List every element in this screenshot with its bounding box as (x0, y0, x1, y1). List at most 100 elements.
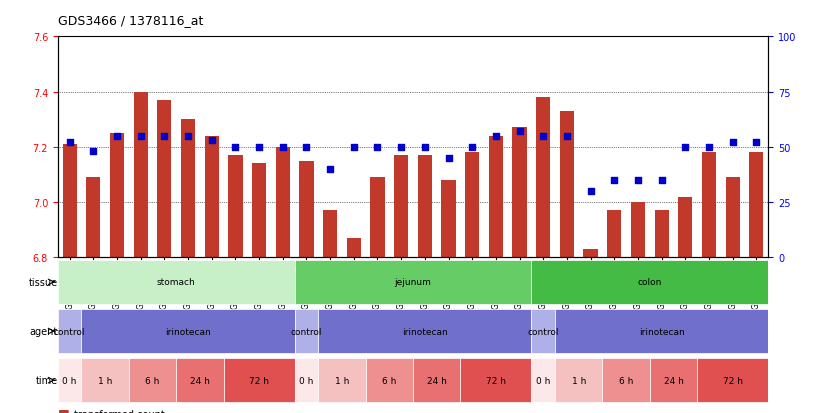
Point (418, 144, 431, 151)
Bar (110, 134, 124, 258)
Point (442, 155, 455, 162)
FancyBboxPatch shape (318, 358, 366, 402)
Bar (725, 178, 740, 258)
Text: 6 h: 6 h (619, 376, 634, 385)
Bar (276, 147, 290, 258)
Text: jejunum: jejunum (395, 278, 431, 287)
Bar (607, 211, 621, 258)
FancyBboxPatch shape (531, 260, 768, 304)
Text: 72 h: 72 h (723, 376, 743, 385)
FancyBboxPatch shape (58, 309, 82, 353)
FancyBboxPatch shape (531, 358, 555, 402)
Text: 24 h: 24 h (663, 376, 683, 385)
Bar (560, 112, 574, 258)
Text: 6 h: 6 h (145, 376, 159, 385)
Point (229, 144, 242, 151)
Text: 1 h: 1 h (572, 376, 586, 385)
Point (253, 144, 266, 151)
Point (134, 133, 147, 140)
Point (395, 144, 408, 151)
Text: colon: colon (638, 278, 662, 287)
Bar (678, 197, 692, 258)
FancyBboxPatch shape (58, 358, 82, 402)
Point (158, 133, 171, 140)
FancyBboxPatch shape (295, 309, 318, 353)
Bar (252, 164, 266, 258)
FancyBboxPatch shape (224, 358, 295, 402)
Bar (418, 156, 432, 258)
Bar (394, 156, 408, 258)
Point (726, 140, 739, 146)
Text: irinotecan: irinotecan (165, 327, 211, 336)
Point (87, 149, 100, 155)
Bar (181, 120, 195, 258)
Text: 24 h: 24 h (427, 376, 447, 385)
FancyBboxPatch shape (555, 309, 768, 353)
Text: 6 h: 6 h (382, 376, 396, 385)
Point (182, 133, 195, 140)
Point (347, 144, 360, 151)
Bar (347, 238, 361, 258)
FancyBboxPatch shape (413, 358, 460, 402)
Point (63, 140, 76, 146)
Bar (512, 128, 527, 258)
Text: 72 h: 72 h (249, 376, 269, 385)
Text: tissue: tissue (29, 277, 58, 287)
Point (750, 140, 763, 146)
FancyBboxPatch shape (82, 309, 295, 353)
Point (655, 177, 668, 184)
Point (608, 177, 621, 184)
Bar (749, 153, 763, 258)
Bar (323, 211, 337, 258)
Text: 0 h: 0 h (63, 376, 77, 385)
Bar (205, 136, 219, 258)
FancyBboxPatch shape (295, 260, 531, 304)
Point (702, 144, 715, 151)
Point (371, 144, 384, 151)
Point (324, 166, 337, 173)
Text: 72 h: 72 h (486, 376, 506, 385)
Point (631, 177, 644, 184)
Bar (583, 249, 598, 258)
Bar (228, 156, 243, 258)
Point (300, 144, 313, 151)
Bar (63, 145, 77, 258)
FancyBboxPatch shape (82, 358, 129, 402)
Text: 1 h: 1 h (335, 376, 349, 385)
FancyBboxPatch shape (295, 358, 318, 402)
Text: 0 h: 0 h (536, 376, 550, 385)
Text: irinotecan: irinotecan (402, 327, 448, 336)
Text: GDS3466 / 1378116_at: GDS3466 / 1378116_at (58, 14, 203, 27)
Point (584, 188, 597, 195)
Bar (86, 178, 101, 258)
Point (466, 144, 479, 151)
Text: ■: ■ (58, 406, 69, 413)
FancyBboxPatch shape (366, 358, 413, 402)
FancyBboxPatch shape (58, 260, 295, 304)
Text: time: time (36, 375, 58, 385)
Bar (134, 92, 148, 258)
Point (537, 133, 550, 140)
FancyBboxPatch shape (650, 358, 697, 402)
Point (205, 138, 218, 144)
Text: 24 h: 24 h (190, 376, 210, 385)
Point (276, 144, 289, 151)
Bar (489, 136, 503, 258)
Bar (299, 161, 314, 258)
FancyBboxPatch shape (602, 358, 650, 402)
FancyBboxPatch shape (697, 358, 768, 402)
Point (513, 129, 526, 135)
Text: agent: agent (30, 326, 58, 336)
Point (111, 133, 124, 140)
Text: 1 h: 1 h (98, 376, 112, 385)
Text: control: control (291, 327, 322, 336)
Point (489, 133, 502, 140)
Bar (631, 202, 645, 258)
Bar (702, 153, 716, 258)
Text: transformed count: transformed count (74, 409, 165, 413)
Point (679, 144, 692, 151)
FancyBboxPatch shape (531, 309, 555, 353)
Text: irinotecan: irinotecan (638, 327, 685, 336)
Bar (654, 211, 669, 258)
FancyBboxPatch shape (460, 358, 531, 402)
